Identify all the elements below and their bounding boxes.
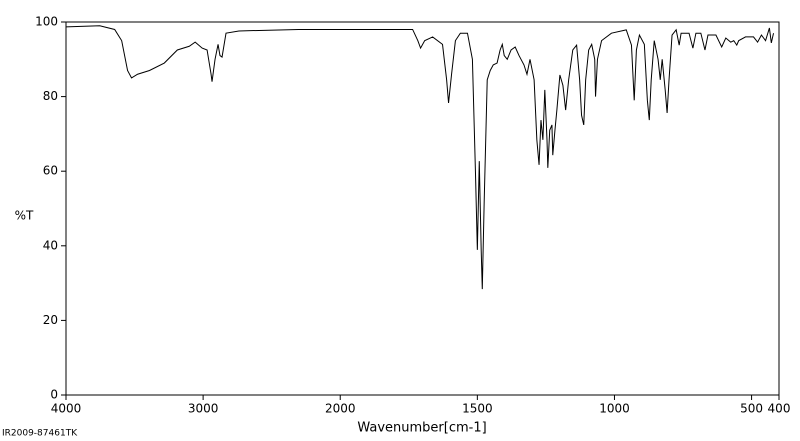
y-tick-label: 40	[43, 238, 58, 252]
x-tick-label: 4000	[51, 402, 82, 416]
x-tick-label: 500	[740, 402, 763, 416]
x-tick-label: 3000	[188, 402, 219, 416]
footer-label: IR2009-87461TK	[2, 429, 78, 439]
y-tick-label: 0	[50, 388, 58, 402]
y-tick-label: 60	[43, 164, 58, 178]
x-tick-label: 1000	[599, 402, 630, 416]
y-tick-label: 80	[43, 89, 58, 103]
plot-frame	[65, 21, 780, 396]
x-tick-label: 1500	[462, 402, 493, 416]
y-tick-label: 20	[43, 313, 58, 327]
x-tick-label: 2000	[325, 402, 356, 416]
y-tick-label: 100	[35, 15, 58, 29]
x-axis-label: Wavenumber[cm-1]	[357, 421, 486, 436]
x-tick-label: 400	[768, 402, 791, 416]
y-axis-label: %T	[15, 209, 34, 223]
spectrum-line	[65, 25, 775, 290]
